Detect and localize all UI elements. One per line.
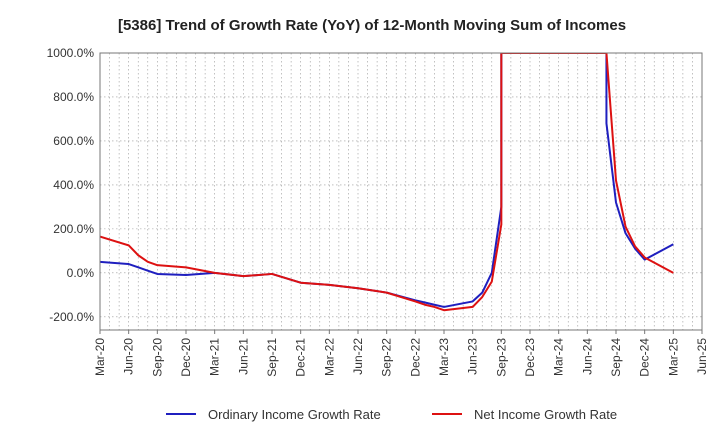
y-axis-ticks: -200.0% 0.0% 200.0% 400.0% 600.0% 800.0% 1000.… <box>47 46 95 324</box>
x-tick-label: Sep-22 <box>380 338 394 377</box>
y-tick-label: 600.0% <box>53 134 94 148</box>
x-tick-label: Sep-23 <box>494 338 508 377</box>
x-tick-label: Mar-20 <box>93 338 107 376</box>
x-tick-label: Mar-25 <box>666 338 680 376</box>
plot-grid <box>99 52 703 330</box>
x-tick-label: Jun-25 <box>695 338 709 375</box>
x-tick-label: Dec-22 <box>408 338 422 377</box>
chart-legend: Ordinary Income Growth Rate Net Income Gr… <box>166 407 617 422</box>
x-tick-label: Dec-24 <box>638 338 652 377</box>
net-income-line <box>100 53 674 312</box>
y-tick-label: 200.0% <box>53 222 94 236</box>
x-tick-label: Dec-20 <box>179 338 193 377</box>
x-tick-label: Jun-22 <box>351 338 365 375</box>
x-tick-label: Jun-24 <box>580 338 594 375</box>
y-tick-label: 400.0% <box>53 178 94 192</box>
y-tick-label: 0.0% <box>67 266 95 280</box>
x-tick-label: Jun-21 <box>236 338 250 375</box>
legend-label: Ordinary Income Growth Rate <box>208 407 381 422</box>
series-lines <box>100 53 674 312</box>
legend-label: Net Income Growth Rate <box>474 407 617 422</box>
x-tick-label: Mar-23 <box>437 338 451 376</box>
x-tick-label: Sep-24 <box>609 338 623 377</box>
y-tick-label: 1000.0% <box>47 46 95 60</box>
y-tick-label: -200.0% <box>49 310 94 324</box>
x-tick-label: Mar-22 <box>322 338 336 376</box>
x-tick-label: Dec-21 <box>294 338 308 377</box>
plot-frame <box>99 52 703 331</box>
ordinary-income-line <box>100 53 674 308</box>
x-tick-label: Dec-23 <box>523 338 537 377</box>
x-tick-label: Jun-20 <box>122 338 136 375</box>
x-tick-label: Sep-21 <box>265 338 279 377</box>
y-tick-label: 800.0% <box>53 90 94 104</box>
x-tick-label: Sep-20 <box>150 338 164 377</box>
x-tick-label: Mar-21 <box>208 338 222 376</box>
chart-title: [5386] Trend of Growth Rate (YoY) of 12-… <box>118 17 626 34</box>
x-tick-label: Mar-24 <box>552 338 566 376</box>
x-tick-label: Jun-23 <box>466 338 480 375</box>
x-axis-ticks: Mar-20 Jun-20 Sep-20 Dec-20 Mar-21 Jun-21 Sep-… <box>93 330 709 377</box>
